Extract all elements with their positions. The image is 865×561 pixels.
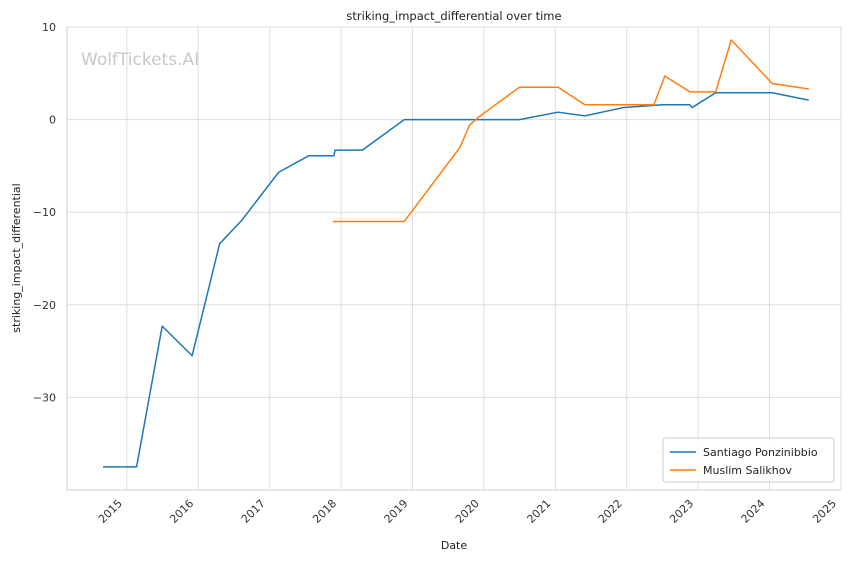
x-axis-title: Date [441, 539, 468, 552]
x-tick-label-2019: 2019 [382, 497, 411, 526]
y-tick-label-10: 10 [42, 21, 56, 34]
x-tick-label-2025: 2025 [810, 497, 839, 526]
legend-box [662, 437, 835, 483]
x-tick-label-2023: 2023 [667, 497, 696, 526]
legend-label-muslim-salikhov: Muslim Salikhov [703, 464, 792, 477]
series-line-santiago-ponzinibbio [102, 92, 809, 468]
watermark: WolfTickets.AI [81, 50, 199, 70]
legend: Santiago Ponzinibbio Muslim Salikhov [662, 437, 835, 483]
x-tick-label-2015: 2015 [96, 497, 125, 526]
x-tick-label-2022: 2022 [596, 497, 625, 526]
y-tick-label--10: −10 [33, 206, 56, 219]
chart-title: striking_impact_differential over time [346, 9, 561, 23]
series-line-muslim-salikhov [332, 39, 809, 223]
x-tick-label-2017: 2017 [239, 497, 268, 526]
x-tick-label-2018: 2018 [310, 497, 339, 526]
x-axis: 2015 2016 2017 2018 2019 2020 2021 2022 2023 2024… [96, 497, 839, 526]
x-tick-label-2024: 2024 [739, 497, 768, 526]
y-tick-label--20: −20 [33, 299, 56, 312]
x-tick-label-2020: 2020 [453, 497, 482, 526]
y-axis: 10 0 −10 −20 −30 [33, 21, 56, 404]
y-axis-title: striking_impact_differential [10, 183, 23, 332]
plot-area [66, 26, 842, 491]
y-tick-label-0: 0 [49, 114, 56, 127]
x-tick-label-2021: 2021 [524, 497, 553, 526]
series-lines [102, 39, 809, 468]
x-tick-label-2016: 2016 [167, 497, 196, 526]
legend-label-santiago-ponzinibbio: Santiago Ponzinibbio [703, 446, 818, 459]
y-tick-label--30: −30 [33, 391, 56, 404]
